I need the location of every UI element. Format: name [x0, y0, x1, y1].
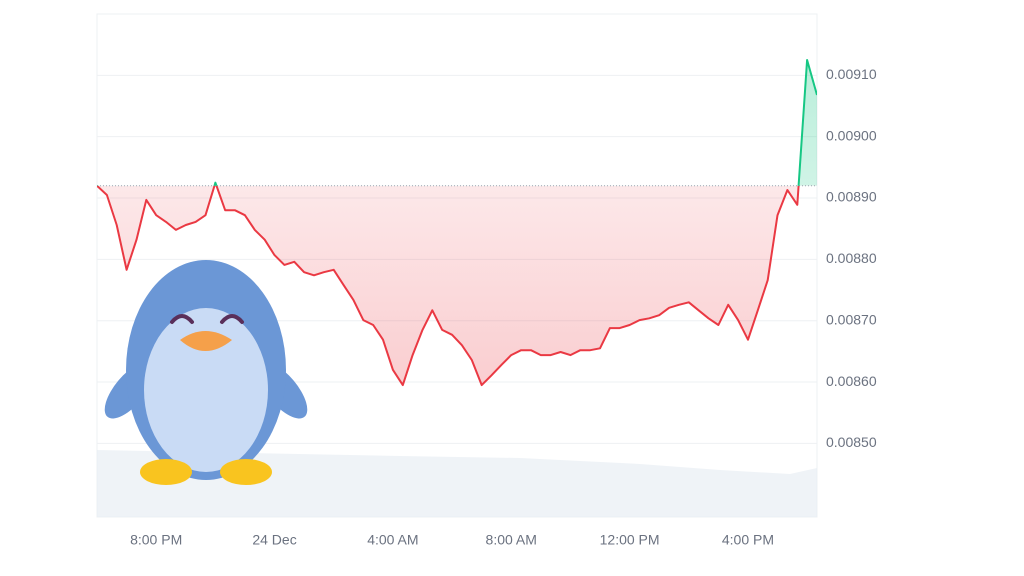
- penguin: [104, 260, 308, 485]
- y-tick-label: 0.00880: [826, 250, 877, 266]
- area-below-baseline: [97, 185, 799, 386]
- y-tick-label: 0.00850: [826, 434, 877, 450]
- y-tick-label: 0.00870: [826, 311, 877, 327]
- y-tick-label: 0.00910: [826, 66, 877, 82]
- y-tick-label: 0.00860: [826, 373, 877, 389]
- x-tick-label: 24 Dec: [252, 532, 296, 548]
- price-line-down: [97, 185, 800, 387]
- y-tick-label: 0.00890: [826, 189, 877, 205]
- plot: [97, 59, 817, 387]
- x-tick-label: 8:00 AM: [486, 532, 537, 548]
- y-tick-label: 0.00900: [826, 127, 877, 143]
- x-tick-label: 12:00 PM: [600, 532, 660, 548]
- x-tick-label: 4:00 AM: [367, 532, 418, 548]
- volume-area: [97, 450, 817, 517]
- x-tick-label: 8:00 PM: [130, 532, 182, 548]
- x-tick-label: 4:00 PM: [722, 532, 774, 548]
